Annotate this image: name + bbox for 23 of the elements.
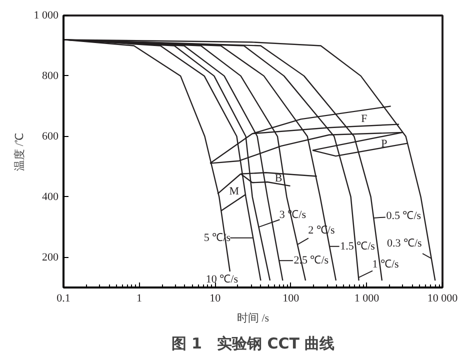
x-tick-label: 1 000 <box>354 292 380 304</box>
annotation: 0.3 ℃/s <box>386 237 422 250</box>
annotation: F <box>361 113 368 126</box>
y-tick-label: 1 000 <box>34 10 59 22</box>
annotation: 10 ℃/s <box>206 273 238 286</box>
annotation: 0.5 ℃/s <box>386 210 422 222</box>
annotation: 1.5 ℃/s <box>340 240 375 252</box>
x-axis-title: 时间 /s <box>236 312 270 324</box>
y-axis-title: 温度 /℃ <box>12 133 26 171</box>
y-tick-label: 200 <box>42 251 59 264</box>
annotation: M <box>229 186 240 198</box>
y-tick-label: 400 <box>42 190 59 203</box>
y-tick-label: 800 <box>42 70 59 82</box>
x-tick-label: 100 <box>282 292 300 304</box>
x-tick-label: 0.1 <box>56 292 70 304</box>
text: 图 1 实验钢 CCT 曲线 <box>171 334 335 352</box>
annotation: 1 ℃/s <box>372 258 399 271</box>
annotation: P <box>381 138 388 150</box>
x-tick-label: 1 <box>136 292 142 304</box>
y-tick-label: 600 <box>42 130 59 142</box>
x-tick-label: 10 <box>210 292 222 304</box>
x-tick-label: 10 000 <box>427 292 458 304</box>
annotation: B <box>274 172 282 184</box>
